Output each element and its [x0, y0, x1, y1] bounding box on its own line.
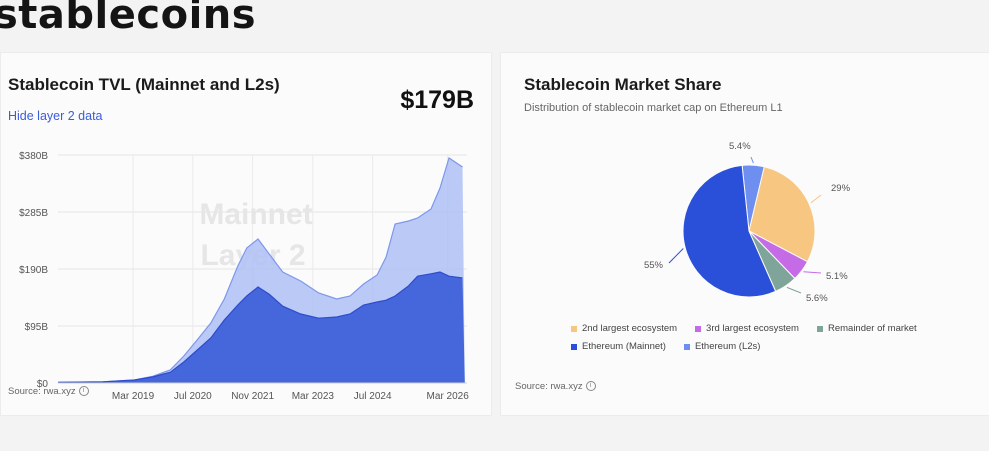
tvl-source: Source: rwa.xyz i [8, 386, 89, 397]
page-title: stablecoins [0, 0, 257, 38]
pie-legend: 2nd largest ecosystem 3rd largest ecosyst… [571, 323, 971, 359]
legend-item[interactable]: Remainder of market [816, 323, 917, 334]
x-tick-label: Mar 2019 [112, 391, 155, 402]
legend-row: Ethereum (Mainnet) Ethereum (L2s) [571, 341, 971, 352]
market-share-source: Source: rwa.xyz i [515, 381, 596, 392]
pie-leader-line [750, 156, 754, 164]
x-tick-label: Mar 2023 [292, 391, 335, 402]
hide-layer2-link[interactable]: Hide layer 2 data [8, 109, 103, 123]
legend-label: 3rd largest ecosystem [706, 323, 799, 334]
tvl-title: Stablecoin TVL (Mainnet and L2s) [8, 75, 280, 94]
tvl-area-chart: Mainnet Layer 2 $0$95B$190B$285B$380BMar… [19, 151, 470, 402]
legend-label: Remainder of market [827, 323, 917, 334]
x-tick-label: Jul 2024 [354, 391, 392, 402]
info-icon[interactable]: i [585, 381, 596, 392]
market-share-pie-chart: 5.4% 29% 5.1% 5.6% 55% [644, 141, 851, 304]
pie-leader-line [810, 194, 822, 204]
watermark-mainnet: Mainnet [199, 198, 312, 231]
pie-slice-label: 5.1% [826, 271, 848, 282]
legend-item[interactable]: 3rd largest ecosystem [695, 323, 799, 334]
legend-row: 2nd largest ecosystem 3rd largest ecosyst… [571, 323, 971, 334]
legend-swatch [695, 325, 702, 332]
pie-slice-label: 55% [644, 260, 664, 271]
line-layer-2 [57, 157, 463, 383]
area-mainnet [58, 272, 465, 383]
legend-label: Ethereum (Mainnet) [582, 341, 666, 352]
legend-swatch [571, 325, 577, 332]
info-icon[interactable]: i [78, 386, 89, 397]
x-tick-label: Mar 2026 [427, 391, 470, 402]
x-tick-label: Jul 2020 [174, 391, 212, 402]
pie-leader-line [786, 286, 802, 294]
line-mainnet [57, 271, 463, 383]
market-share-title: Stablecoin Market Share [524, 75, 722, 94]
pie-slice-2nd-largest-ecosystem [748, 166, 816, 263]
y-tick-label: $380B [19, 151, 48, 162]
pie-slice-label: 5.4% [729, 141, 751, 152]
legend-swatch [816, 325, 823, 332]
market-share-subtitle: Distribution of stablecoin market cap on… [524, 102, 783, 114]
pie-leader-line [803, 271, 822, 274]
y-tick-label: $285B [19, 208, 48, 219]
tvl-card: Stablecoin TVL (Mainnet and L2s) Hide la… [0, 52, 492, 416]
y-tick-label: $95B [25, 322, 49, 333]
legend-item[interactable]: Ethereum (L2s) [683, 341, 761, 352]
pie-slice-label: 5.6% [806, 293, 828, 304]
legend-label: Ethereum (L2s) [694, 341, 761, 352]
market-share-card: Stablecoin Market Share Distribution of … [500, 52, 989, 416]
tvl-value: $179B [400, 86, 474, 114]
y-tick-label: $190B [19, 265, 48, 276]
legend-swatch [571, 343, 577, 350]
y-tick-label: $0 [37, 379, 49, 390]
pie-leader-line [668, 248, 684, 264]
legend-item[interactable]: 2nd largest ecosystem [571, 323, 677, 334]
pie-slice-label: 29% [831, 183, 851, 194]
pie-slice-ethereum-mainnet- [682, 164, 777, 298]
legend-item[interactable]: Ethereum (Mainnet) [571, 341, 666, 352]
x-tick-label: Nov 2021 [231, 391, 274, 402]
legend-swatch [683, 343, 690, 350]
legend-label: 2nd largest ecosystem [582, 323, 678, 334]
